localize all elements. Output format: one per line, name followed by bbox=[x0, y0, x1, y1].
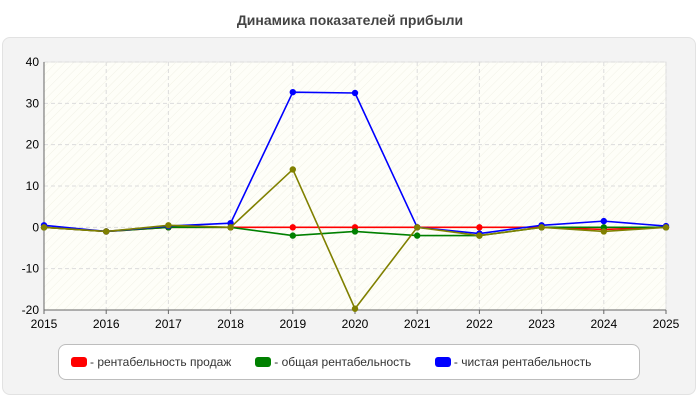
y-tick-label: -10 bbox=[22, 262, 40, 276]
x-tick-label: 2015 bbox=[31, 317, 58, 331]
y-tick-label: 30 bbox=[26, 96, 40, 110]
data-point-3 bbox=[476, 232, 483, 239]
y-tick-label: 20 bbox=[26, 138, 40, 152]
data-point-3 bbox=[414, 224, 421, 231]
data-point-3 bbox=[600, 228, 607, 235]
x-tick-label: 2016 bbox=[93, 317, 120, 331]
data-point-3 bbox=[662, 224, 670, 231]
series-group bbox=[40, 88, 670, 312]
legend-item-sales[interactable]: - рентабельность продаж bbox=[71, 355, 231, 369]
chart-title: Динамика показателей прибыли bbox=[236, 12, 464, 28]
data-point-3 bbox=[289, 166, 296, 173]
data-point-2 bbox=[289, 88, 296, 96]
data-point-0 bbox=[476, 224, 483, 231]
data-point-3 bbox=[538, 224, 545, 231]
legend-label: - рентабельность продаж bbox=[90, 355, 232, 369]
data-point-3 bbox=[40, 224, 48, 231]
y-tick-label: 10 bbox=[26, 179, 40, 193]
y-tick-label: -20 bbox=[22, 303, 40, 317]
x-tick-label: 2017 bbox=[155, 317, 182, 331]
grid-lines bbox=[43, 61, 667, 311]
legend-swatch-green bbox=[255, 357, 272, 367]
x-tick-label: 2022 bbox=[466, 317, 493, 331]
x-tick-label: 2018 bbox=[217, 317, 244, 331]
data-point-3 bbox=[165, 222, 172, 229]
legend-label: - чистая рентабельность bbox=[453, 355, 592, 369]
data-point-2 bbox=[351, 89, 359, 97]
y-tick-label: 0 bbox=[32, 220, 39, 234]
x-tick-label: 2025 bbox=[653, 317, 680, 331]
data-point-3 bbox=[351, 305, 359, 312]
legend-item-total[interactable]: - общая рентабельность bbox=[255, 355, 411, 369]
y-tick-label: 40 bbox=[26, 55, 40, 69]
x-tick-label: 2023 bbox=[528, 317, 555, 331]
legend-swatch-blue bbox=[434, 357, 451, 367]
data-point-2 bbox=[600, 217, 607, 225]
x-tick-label: 2019 bbox=[279, 317, 306, 331]
x-tick-label: 2020 bbox=[342, 317, 369, 331]
data-point-1 bbox=[289, 232, 296, 239]
data-point-0 bbox=[289, 224, 296, 231]
legend-item-net[interactable]: - чистая рентабельность bbox=[434, 355, 592, 369]
data-point-3 bbox=[227, 224, 234, 231]
data-point-1 bbox=[351, 228, 359, 235]
legend-swatch-red bbox=[71, 357, 87, 367]
data-point-1 bbox=[414, 232, 421, 239]
legend: - рентабельность продаж - общая рентабел… bbox=[58, 344, 640, 380]
x-tick-label: 2021 bbox=[404, 317, 431, 331]
legend-label: - общая рентабельность bbox=[274, 355, 411, 369]
x-tick-label: 2024 bbox=[590, 317, 617, 331]
data-point-3 bbox=[103, 228, 110, 235]
